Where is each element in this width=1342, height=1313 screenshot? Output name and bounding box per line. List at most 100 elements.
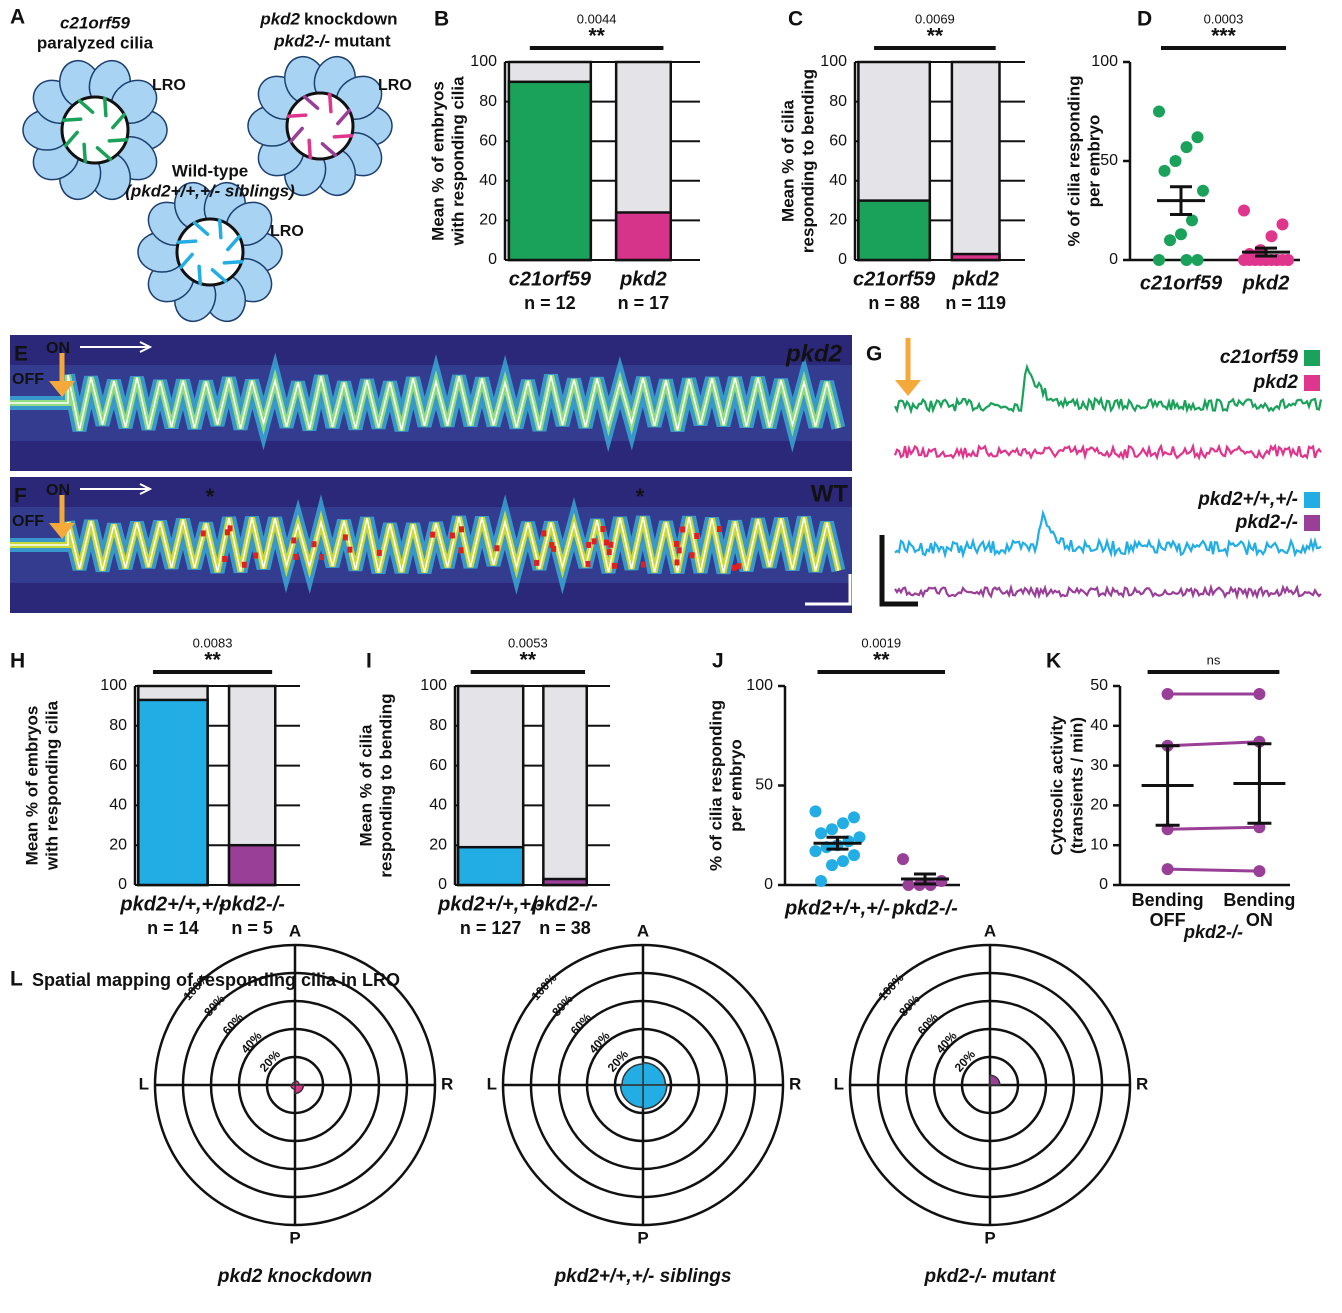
kymo-hot	[549, 542, 554, 548]
kymo-hot	[459, 547, 464, 553]
kymo-hot	[585, 561, 590, 567]
kymo-hot	[201, 530, 206, 536]
lro-label: LRO	[378, 77, 412, 94]
data-point	[1181, 254, 1193, 266]
panel-label: F	[14, 485, 27, 508]
legend-label: pkd2	[1253, 372, 1299, 393]
kymo-hot	[717, 526, 722, 532]
data-point	[848, 849, 860, 861]
cilium	[224, 262, 241, 263]
panel-label: A	[10, 6, 25, 29]
y-tick-label: 100	[100, 677, 127, 694]
legend-swatch	[1304, 492, 1320, 508]
category-label: c21orf59	[1140, 272, 1223, 294]
panel-label: L	[10, 968, 23, 991]
marker: *	[206, 484, 215, 509]
kymo-hot	[291, 537, 296, 543]
kymo-hot	[450, 532, 455, 538]
kymo-hot	[600, 526, 605, 532]
y-axis-label: (transients / min)	[1067, 717, 1086, 854]
data-point	[826, 859, 838, 871]
data-point	[1164, 234, 1176, 246]
direction-label: P	[289, 1228, 300, 1247]
category-label: pkd2	[619, 268, 667, 290]
kymo-hot	[294, 554, 299, 560]
data-point	[848, 811, 860, 823]
legend-swatch	[1304, 515, 1320, 531]
direction-label: P	[637, 1228, 648, 1247]
y-tick-label: 40	[429, 797, 447, 814]
polar-title: pkd2+/+,+/- siblings	[554, 1266, 732, 1287]
data-point	[1192, 254, 1204, 266]
kymo-hot	[541, 530, 546, 536]
panel-label: J	[712, 650, 724, 673]
category-label: Bending	[1132, 890, 1204, 910]
kymo-hot	[674, 541, 679, 547]
title: Wild-type	[172, 161, 248, 180]
desc: (pkd2+/+,+/- siblings)	[125, 181, 295, 200]
n-label: n = 17	[618, 293, 670, 313]
y-axis-label: with responding cilia	[42, 700, 61, 871]
y-axis-label: Mean % of cilia	[356, 724, 375, 846]
pair-line	[1168, 869, 1260, 871]
bar	[229, 845, 275, 885]
category-label: pkd2+/+,+/-	[784, 897, 890, 919]
y-tick-label: 40	[829, 172, 847, 189]
kymo-hot	[242, 562, 247, 568]
lro-label: LRO	[152, 77, 186, 94]
y-tick-label: 100	[1091, 53, 1118, 70]
data-point	[826, 823, 838, 835]
significance: **	[520, 649, 537, 672]
legend-label: pkd2-/-	[1235, 512, 1298, 533]
kymo-hot	[319, 554, 324, 560]
kymo-hot	[347, 547, 352, 553]
data-point	[815, 827, 827, 839]
kymo-hot	[343, 534, 348, 540]
y-axis-label: % of cilia responding	[1064, 76, 1083, 247]
kymo-hot	[228, 525, 233, 531]
cilium	[63, 119, 80, 120]
cilium	[330, 94, 331, 111]
panel-label: E	[14, 343, 28, 366]
data-point	[1153, 106, 1165, 118]
kymo-hot	[459, 526, 464, 532]
bar	[458, 847, 523, 885]
direction-label: R	[789, 1074, 801, 1093]
y-tick-label: 60	[479, 132, 497, 149]
y-tick-label: 0	[838, 251, 847, 268]
kymo-hot	[680, 526, 685, 532]
category-label: pkd2-/-	[891, 897, 958, 919]
y-axis-label: per embryo	[726, 739, 745, 832]
cilium	[84, 144, 85, 161]
data-point	[936, 875, 948, 887]
y-axis-label: responding to bending	[376, 693, 395, 877]
kymo-hot	[732, 565, 737, 571]
direction-label: A	[637, 921, 649, 940]
on-label: ON	[46, 482, 70, 499]
data-point	[854, 831, 866, 843]
polar-title: pkd2 knockdown	[217, 1266, 372, 1287]
pair-line	[1168, 827, 1260, 829]
category-label: OFF	[1150, 910, 1186, 930]
cilium	[288, 115, 305, 116]
tag: pkd2	[785, 340, 843, 367]
y-tick-label: 40	[479, 172, 497, 189]
data-point	[1253, 688, 1265, 700]
significance: **	[204, 649, 221, 672]
y-tick-label: 20	[1090, 797, 1108, 814]
significance: **	[588, 25, 605, 48]
cilium	[105, 98, 106, 115]
kymo-hot	[430, 532, 435, 538]
data-point	[897, 853, 909, 865]
data-point	[1159, 165, 1171, 177]
category-label: c21orf59	[509, 268, 592, 290]
x-axis-label: pkd2-/-	[1183, 922, 1243, 942]
direction-label: A	[984, 921, 996, 940]
y-tick-label: 60	[829, 132, 847, 149]
on-label: ON	[46, 340, 70, 357]
y-tick-label: 20	[479, 212, 497, 229]
y-tick-label: 100	[470, 53, 497, 70]
kymo-hot	[607, 549, 612, 555]
data-point	[1238, 205, 1250, 217]
y-tick-label: 80	[429, 717, 447, 734]
